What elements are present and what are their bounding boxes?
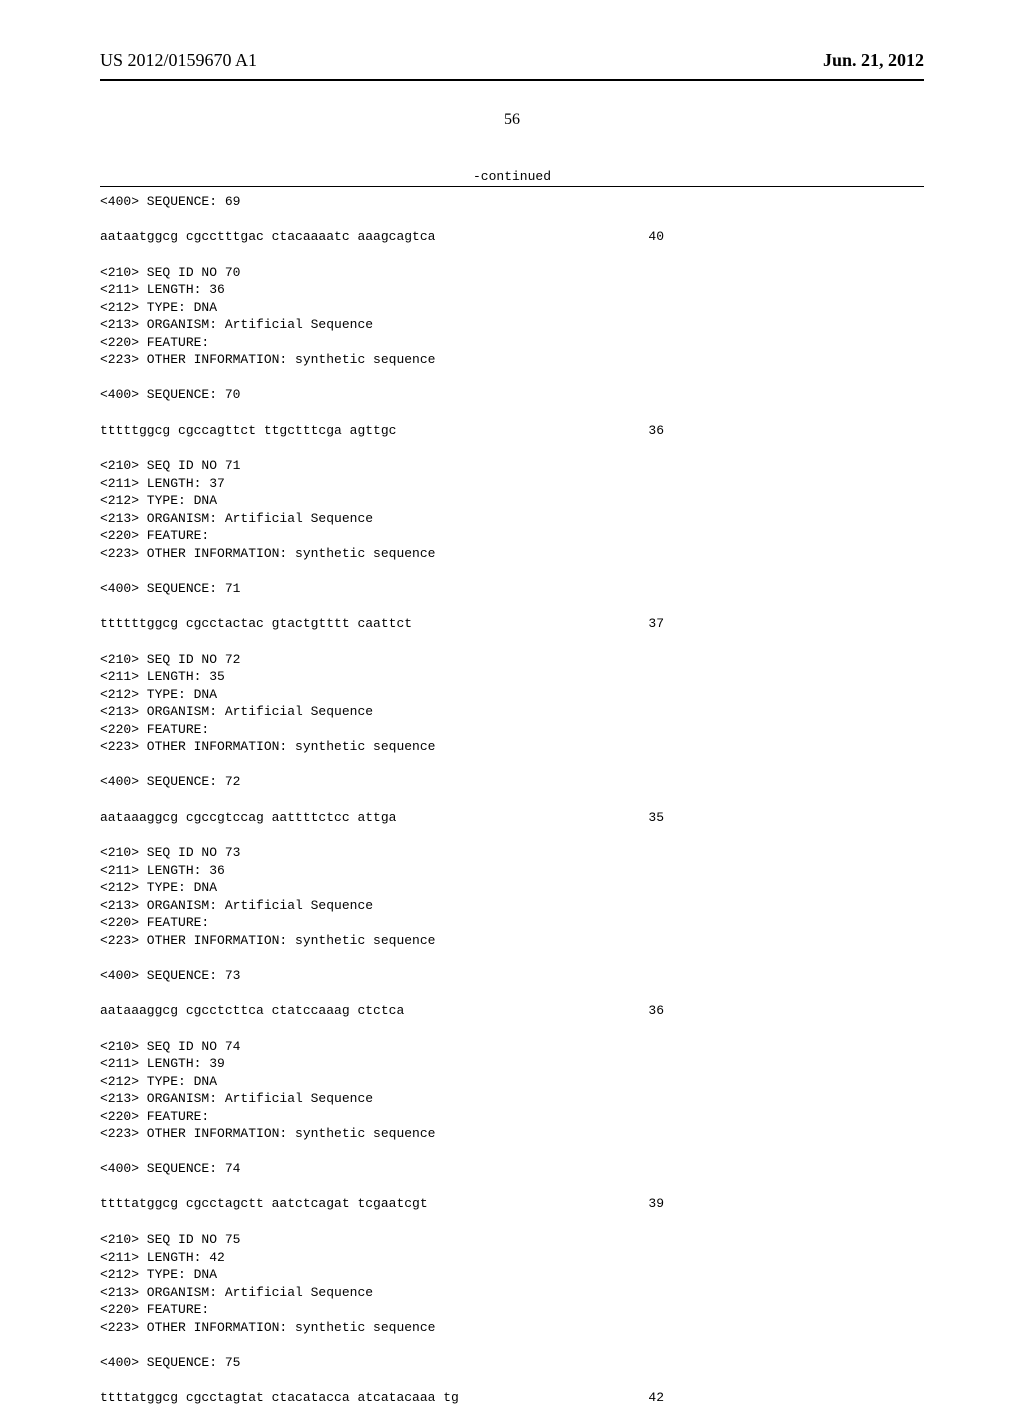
- sequence-header-line: <220> FEATURE:: [100, 914, 924, 932]
- sequence-header-line: <211> LENGTH: 39: [100, 1055, 924, 1073]
- sequence-text: aataaaggcg cgcctcttca ctatccaaag ctctca: [100, 1002, 404, 1020]
- sequence-text: ttttttggcg cgcctactac gtactgtttt caattct: [100, 615, 412, 633]
- sequence-length: 37: [648, 615, 924, 633]
- page-container: US 2012/0159670 A1 Jun. 21, 2012 56 -con…: [0, 0, 1024, 1320]
- sequence-header-line: <211> LENGTH: 37: [100, 475, 924, 493]
- sequence-length: 35: [648, 809, 924, 827]
- sequence-header-line: [100, 369, 924, 387]
- sequence-header-line: <211> LENGTH: 36: [100, 862, 924, 880]
- sequence-length: 42: [648, 1389, 924, 1406]
- sequence-row: aataaaggcg cgcctcttca ctatccaaag ctctca 3…: [100, 1002, 924, 1020]
- sequence-header-line: <212> TYPE: DNA: [100, 686, 924, 704]
- sequence-header-line: <400> SEQUENCE: 73: [100, 967, 924, 985]
- sequence-header-line: <213> ORGANISM: Artificial Sequence: [100, 510, 924, 528]
- blank-line: [100, 984, 924, 1002]
- sequence-header-line: <220> FEATURE:: [100, 334, 924, 352]
- sequence-header-line: <211> LENGTH: 42: [100, 1249, 924, 1267]
- sequence-block: <210> SEQ ID NO 71<211> LENGTH: 37<212> …: [100, 457, 924, 632]
- sequence-header-line: <400> SEQUENCE: 72: [100, 773, 924, 791]
- sequence-header-line: <400> SEQUENCE: 70: [100, 386, 924, 404]
- blank-line: [100, 597, 924, 615]
- sequence-header-line: <211> LENGTH: 35: [100, 668, 924, 686]
- page-header: US 2012/0159670 A1 Jun. 21, 2012: [100, 50, 924, 71]
- sequence-row: ttttttggcg cgcctactac gtactgtttt caattct…: [100, 615, 924, 633]
- sequence-row: ttttatggcg cgcctagtat ctacatacca atcatac…: [100, 1389, 924, 1406]
- sequence-header-line: <400> SEQUENCE: 69: [100, 193, 924, 211]
- sequence-header-line: <210> SEQ ID NO 74: [100, 1038, 924, 1056]
- sequence-header-line: <213> ORGANISM: Artificial Sequence: [100, 1090, 924, 1108]
- sequence-header-line: <210> SEQ ID NO 73: [100, 844, 924, 862]
- sequence-header-line: <210> SEQ ID NO 71: [100, 457, 924, 475]
- sequence-header-line: <400> SEQUENCE: 71: [100, 580, 924, 598]
- continued-label: -continued: [100, 169, 924, 184]
- sequence-length: 36: [648, 422, 924, 440]
- sequence-text: ttttatggcg cgcctagtat ctacatacca atcatac…: [100, 1389, 459, 1406]
- sequence-header-line: [100, 562, 924, 580]
- sequence-block: <210> SEQ ID NO 73<211> LENGTH: 36<212> …: [100, 844, 924, 1019]
- blank-line: [100, 211, 924, 229]
- sequence-header-line: <223> OTHER INFORMATION: synthetic seque…: [100, 738, 924, 756]
- sequence-row: ttttatggcg cgcctagctt aatctcagat tcgaatc…: [100, 1195, 924, 1213]
- publication-number: US 2012/0159670 A1: [100, 50, 257, 71]
- sequence-block: <210> SEQ ID NO 70<211> LENGTH: 36<212> …: [100, 264, 924, 439]
- sequence-text: aataatggcg cgcctttgac ctacaaaatc aaagcag…: [100, 228, 435, 246]
- sequence-header-line: <223> OTHER INFORMATION: synthetic seque…: [100, 545, 924, 563]
- sequence-header-line: <213> ORGANISM: Artificial Sequence: [100, 1284, 924, 1302]
- sequence-listing: <400> SEQUENCE: 69 aataatggcg cgcctttgac…: [100, 187, 924, 1406]
- sequence-text: tttttggcg cgccagttct ttgctttcga agttgc: [100, 422, 396, 440]
- blank-line: [100, 1178, 924, 1196]
- sequence-header-line: <220> FEATURE:: [100, 1301, 924, 1319]
- sequence-header-line: <213> ORGANISM: Artificial Sequence: [100, 316, 924, 334]
- sequence-header-line: <220> FEATURE:: [100, 1108, 924, 1126]
- sequence-header-line: <220> FEATURE:: [100, 721, 924, 739]
- sequence-header-line: <213> ORGANISM: Artificial Sequence: [100, 703, 924, 721]
- sequence-header-line: <223> OTHER INFORMATION: synthetic seque…: [100, 932, 924, 950]
- sequence-block: <210> SEQ ID NO 75<211> LENGTH: 42<212> …: [100, 1231, 924, 1406]
- sequence-header-line: [100, 1336, 924, 1354]
- sequence-header-line: <210> SEQ ID NO 70: [100, 264, 924, 282]
- header-rule: [100, 79, 924, 81]
- sequence-header-line: <223> OTHER INFORMATION: synthetic seque…: [100, 351, 924, 369]
- blank-line: [100, 404, 924, 422]
- sequence-header-line: [100, 1143, 924, 1161]
- sequence-length: 39: [648, 1195, 924, 1213]
- sequence-row: aataatggcg cgcctttgac ctacaaaatc aaagcag…: [100, 228, 924, 246]
- sequence-length: 40: [648, 228, 924, 246]
- sequence-header-line: <212> TYPE: DNA: [100, 1266, 924, 1284]
- publication-date: Jun. 21, 2012: [823, 50, 924, 71]
- sequence-header-line: <223> OTHER INFORMATION: synthetic seque…: [100, 1125, 924, 1143]
- sequence-header-line: [100, 949, 924, 967]
- sequence-row: tttttggcg cgccagttct ttgctttcga agttgc 36: [100, 422, 924, 440]
- sequence-length: 36: [648, 1002, 924, 1020]
- sequence-block: <400> SEQUENCE: 69 aataatggcg cgcctttgac…: [100, 193, 924, 246]
- page-number: 56: [100, 111, 924, 129]
- sequence-block: <210> SEQ ID NO 72<211> LENGTH: 35<212> …: [100, 651, 924, 826]
- sequence-header-line: <220> FEATURE:: [100, 527, 924, 545]
- sequence-header-line: <223> OTHER INFORMATION: synthetic seque…: [100, 1319, 924, 1337]
- sequence-header-line: <210> SEQ ID NO 72: [100, 651, 924, 669]
- sequence-block: <210> SEQ ID NO 74<211> LENGTH: 39<212> …: [100, 1038, 924, 1213]
- sequence-header-line: <400> SEQUENCE: 74: [100, 1160, 924, 1178]
- sequence-header-line: <212> TYPE: DNA: [100, 299, 924, 317]
- blank-line: [100, 1371, 924, 1389]
- sequence-header-line: <212> TYPE: DNA: [100, 492, 924, 510]
- sequence-text: ttttatggcg cgcctagctt aatctcagat tcgaatc…: [100, 1195, 428, 1213]
- sequence-header-line: [100, 756, 924, 774]
- sequence-header-line: <212> TYPE: DNA: [100, 1073, 924, 1091]
- sequence-header-line: <212> TYPE: DNA: [100, 879, 924, 897]
- sequence-header-line: <211> LENGTH: 36: [100, 281, 924, 299]
- sequence-header-line: <400> SEQUENCE: 75: [100, 1354, 924, 1372]
- blank-line: [100, 791, 924, 809]
- sequence-header-line: <210> SEQ ID NO 75: [100, 1231, 924, 1249]
- sequence-text: aataaaggcg cgccgtccag aattttctcc attga: [100, 809, 396, 827]
- sequence-header-line: <213> ORGANISM: Artificial Sequence: [100, 897, 924, 915]
- sequence-row: aataaaggcg cgccgtccag aattttctcc attga 35: [100, 809, 924, 827]
